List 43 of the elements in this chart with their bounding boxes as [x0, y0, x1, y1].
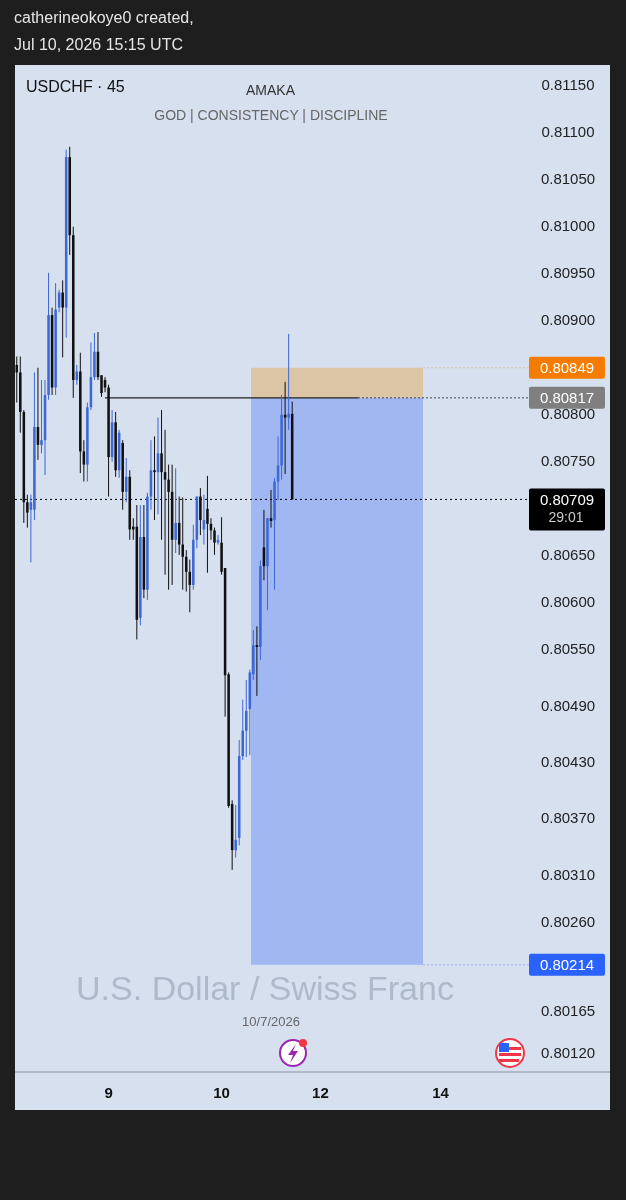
y-tick-label: 0.80370	[540, 809, 596, 827]
x-tick-label: 9	[104, 1084, 113, 1101]
x-tick-label: 10	[213, 1084, 230, 1101]
candlestick	[61, 279, 64, 358]
candlestick	[199, 487, 202, 536]
candlestick	[181, 497, 184, 591]
ref-line-label: 0.80709	[539, 490, 595, 508]
y-tick-label: 0.80900	[540, 311, 596, 329]
candlestick	[174, 467, 177, 554]
y-tick-label: 0.80165	[540, 1002, 596, 1020]
candlestick	[15, 355, 19, 404]
y-tick-label: 0.81150	[541, 76, 595, 93]
text: Jul 10, 2026 15:15 UTC	[14, 36, 183, 53]
y-tick-label: 0.81000	[540, 217, 596, 235]
text: catherineokoye0 created,	[14, 9, 194, 26]
y-tick-label: 0.80800	[540, 405, 596, 423]
annotation: AMAKA	[246, 82, 296, 98]
band-label: 0.80214	[539, 956, 595, 974]
ref-line-label: 0.80817	[539, 389, 595, 407]
candlestick	[206, 475, 209, 574]
y-tick-label: 0.81100	[541, 123, 595, 141]
y-tick-label: 0.80310	[540, 865, 596, 883]
y-tick-label: 0.80650	[540, 546, 596, 564]
candlestick	[287, 333, 290, 431]
band-label: 0.80849	[539, 359, 595, 377]
y-tick-label: 0.80490	[540, 696, 596, 714]
text: USDCHF · 45	[26, 78, 125, 95]
candlestick	[153, 435, 156, 521]
y-tick-label: 0.81050	[540, 170, 596, 188]
y-tick-label: 0.80430	[540, 752, 596, 770]
y-tick-label: 0.80260	[540, 912, 596, 930]
text: 29:01	[548, 509, 584, 525]
y-tick-label: 0.80550	[540, 640, 596, 658]
x-tick-label: 12	[312, 1084, 329, 1101]
candlestick	[234, 804, 237, 859]
y-tick-label: 0.80120	[540, 1044, 596, 1062]
y-tick-label: 0.80950	[540, 264, 596, 282]
annotation: GOD | CONSISTENCY | DISCIPLINE	[154, 107, 388, 123]
x-tick-label: 14	[432, 1084, 450, 1101]
y-tick-label: 0.80750	[540, 452, 596, 470]
candlestick	[26, 494, 29, 529]
annotation: 10/7/2026	[242, 1014, 300, 1029]
y-tick-label: 0.80600	[540, 593, 596, 611]
